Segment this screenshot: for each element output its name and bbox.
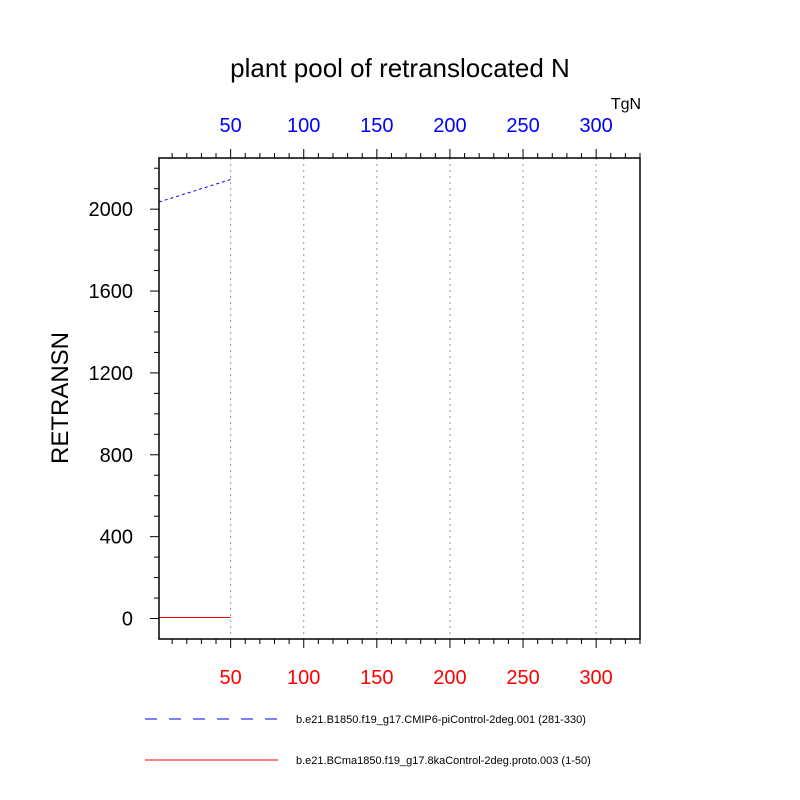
series-layer — [158, 179, 231, 618]
legend-label-0: b.e21.B1850.f19_g17.CMIP6-piControl-2deg… — [296, 714, 586, 726]
grid-lines — [230, 158, 597, 639]
x-tick-label-top: 250 — [506, 115, 539, 137]
y-tick-label: 400 — [100, 527, 133, 549]
y-tick-label: 2000 — [89, 199, 134, 221]
y-tick-label: 1200 — [89, 363, 134, 385]
x-tick-label-top: 100 — [287, 115, 320, 137]
y-tick-label: 1600 — [89, 281, 134, 303]
x-tick-label-bottom: 200 — [433, 667, 466, 689]
legend: b.e21.B1850.f19_g17.CMIP6-piControl-2deg… — [145, 714, 591, 767]
plot-frame — [158, 157, 641, 640]
x-tick-label-bottom: 250 — [506, 667, 539, 689]
x-tick-label-bottom: 300 — [579, 667, 612, 689]
tick-labels: 0 400 800 1200 1600 2000 50 100 150 200 250 300 50 10… — [89, 115, 613, 689]
x-tick-label-bottom: 100 — [287, 667, 320, 689]
series-line-0 — [158, 179, 231, 203]
chart-title: plant pool of retranslocated N — [230, 53, 570, 83]
x-tick-label-bottom: 150 — [360, 667, 393, 689]
x-tick-label-top: 300 — [579, 115, 612, 137]
x-tick-label-top: 200 — [433, 115, 466, 137]
x-tick-label-top: 150 — [360, 115, 393, 137]
legend-label-1: b.e21.BCma1850.f19_g17.8kaControl-2deg.p… — [296, 755, 591, 767]
units-label: TgN — [611, 96, 641, 113]
x-tick-label-top: 50 — [220, 115, 242, 137]
y-axis-label: RETRANSN — [47, 332, 74, 464]
ticks — [150, 149, 641, 648]
y-tick-label: 800 — [100, 445, 133, 467]
x-tick-label-bottom: 50 — [220, 667, 242, 689]
y-tick-label: 0 — [122, 609, 133, 631]
